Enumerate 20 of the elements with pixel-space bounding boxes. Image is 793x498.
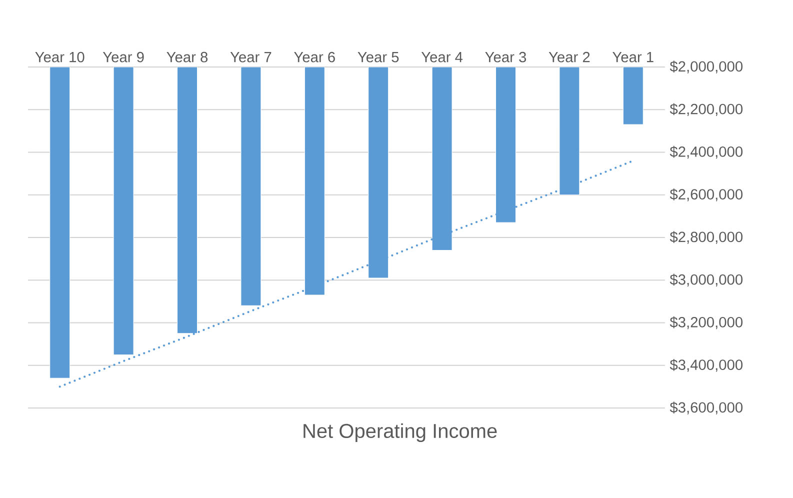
x-tick-label: Year 5 <box>358 52 399 62</box>
x-tick-label: Year 4 <box>421 52 463 62</box>
y-tick-label: $3,000,000 <box>670 274 743 286</box>
x-tick-label: Year 6 <box>294 52 335 62</box>
y-tick-label: $2,400,000 <box>670 146 743 159</box>
y-tick-label: $2,800,000 <box>670 231 743 244</box>
text: Net Operating Income <box>304 423 497 442</box>
x-tick-label: Year 3 <box>485 52 526 62</box>
y-tick-label: $2,000,000 <box>670 60 743 74</box>
y-tick-label: $2,200,000 <box>670 103 743 116</box>
x-tick-label: Year 7 <box>230 52 272 62</box>
x-tick-label: Year 8 <box>166 52 208 62</box>
y-tick-label: $3,200,000 <box>670 316 743 330</box>
x-tick-label: Year 10 <box>35 52 84 62</box>
x-tick-label: Year 2 <box>548 52 590 62</box>
y-tick-label: $3,600,000 <box>670 402 743 414</box>
y-tick-label: $2,600,000 <box>670 188 743 202</box>
x-tick-label: Year 1 <box>612 52 654 62</box>
y-tick-label: $3,400,000 <box>670 359 743 372</box>
x-tick-label: Year 9 <box>102 52 144 62</box>
